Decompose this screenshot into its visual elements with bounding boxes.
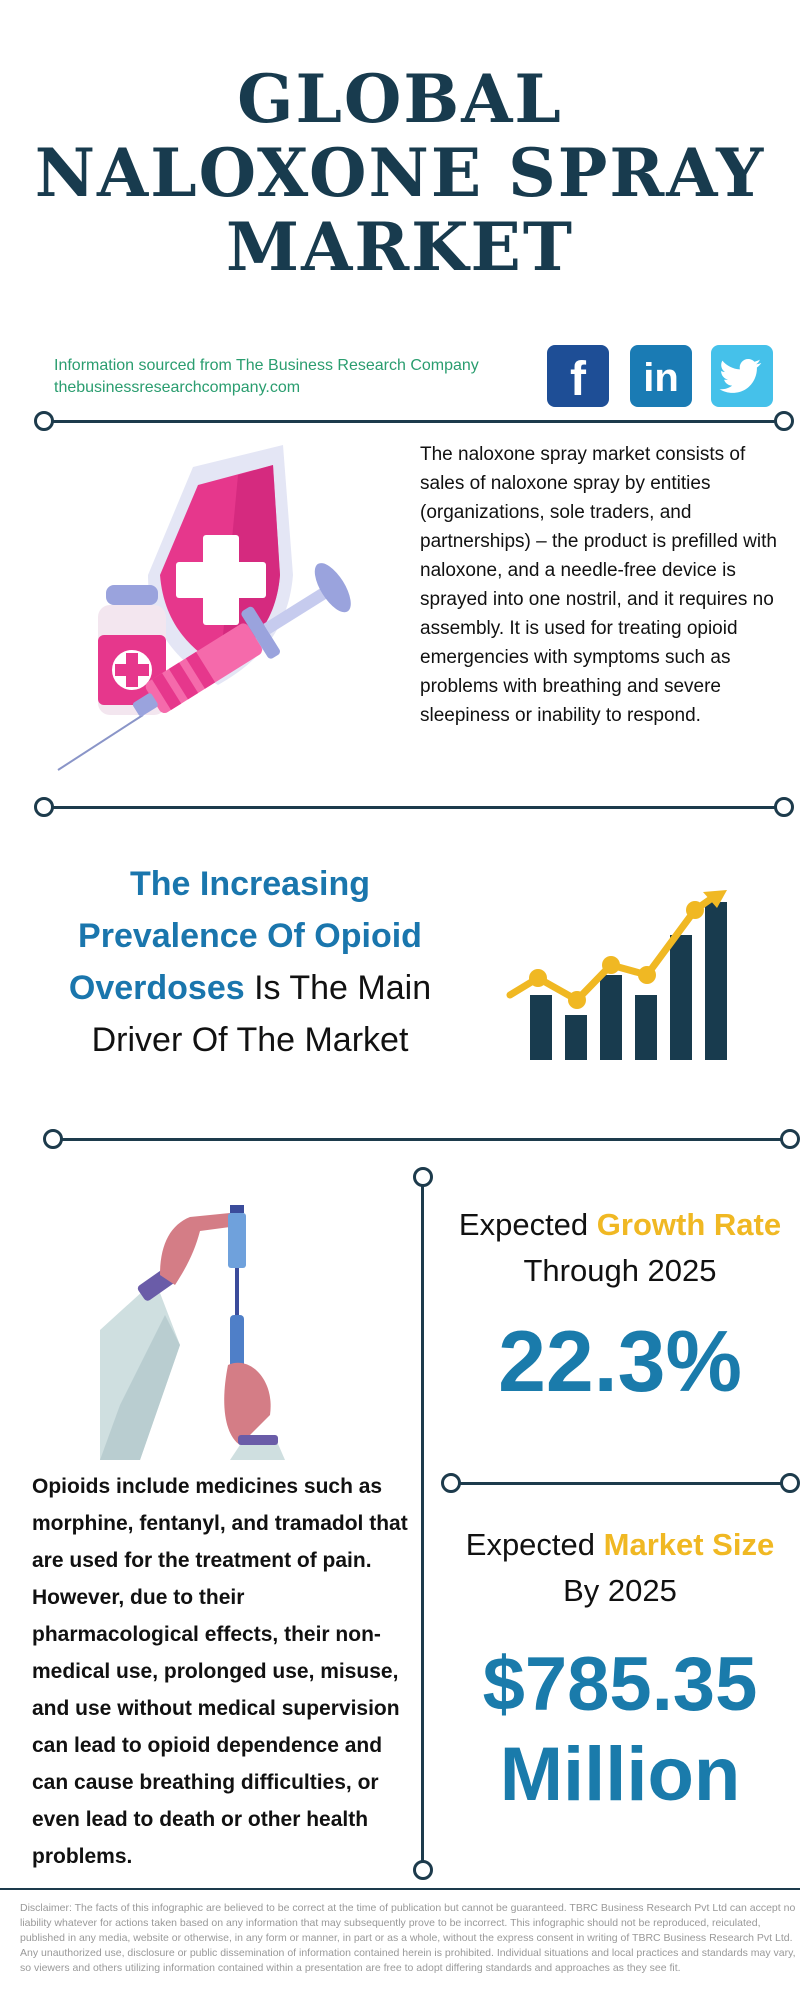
market-size-unit: Million (499, 1732, 741, 1817)
facebook-icon[interactable]: f (547, 345, 609, 407)
opioids-description: Opioids include medicines such as morphi… (32, 1475, 408, 1868)
divider-dot (774, 797, 794, 817)
driver-highlight: The Increasing Prevalence Of Opioid Over… (68, 865, 422, 1007)
divider-dot (34, 797, 54, 817)
growth-prefix: Expected (458, 1207, 597, 1242)
market-driver-statement: The Increasing Prevalence Of Opioid Over… (40, 858, 460, 1066)
divider-dot (43, 1129, 63, 1149)
divider-dot (413, 1167, 433, 1187)
divider (54, 1138, 790, 1141)
market-size-period: By 2025 (563, 1573, 677, 1608)
twitter-icon[interactable] (711, 345, 773, 407)
source-text: Information sourced from The Business Re… (54, 357, 479, 374)
svg-text:in: in (643, 356, 679, 400)
divider (44, 806, 784, 809)
market-size-value: $785.35 Million (440, 1640, 800, 1820)
source-website-link[interactable]: thebusinessresearchcompany.com (54, 379, 301, 396)
medical-shield-illustration (57, 445, 351, 771)
divider-dot (774, 411, 794, 431)
growth-rate-value: 22.3% (498, 1314, 742, 1410)
vertical-divider (421, 1176, 424, 1876)
growth-period: Through 2025 (523, 1253, 717, 1288)
market-size-label: Expected Market Size (440, 1522, 800, 1568)
svg-text:f: f (570, 353, 587, 406)
footer-divider (0, 1888, 800, 1890)
title-line-3: MARKET (226, 208, 574, 286)
divider (44, 420, 784, 423)
market-size-amount: $785.35 (482, 1642, 758, 1727)
divider-dot (780, 1473, 800, 1493)
divider (460, 1482, 790, 1485)
divider-dot (413, 1860, 433, 1880)
disclaimer: Disclaimer: The facts of this infographi… (20, 1902, 796, 1974)
page-title: GLOBAL NALOXONE SPRAY MARKET (0, 62, 800, 284)
title-line-2: NALOXONE SPRAY (34, 134, 766, 212)
growth-rate-label: Expected Growth Rate (440, 1202, 800, 1248)
divider-dot (780, 1129, 800, 1149)
growth-chart-icon (506, 890, 727, 1060)
market-size-highlight: Market Size (603, 1527, 775, 1562)
hand-syringe-illustration (100, 1205, 285, 1460)
source-info: Information sourced from The Business Re… (54, 355, 479, 399)
title-line-1: GLOBAL (237, 60, 563, 138)
linkedin-icon[interactable]: in (630, 345, 692, 407)
growth-highlight: Growth Rate (596, 1207, 782, 1242)
market-description: The naloxone spray market consists of sa… (420, 444, 777, 726)
driver-text: Is The Main Driver Of The Market (91, 969, 432, 1059)
divider-dot (441, 1473, 461, 1493)
market-size-prefix: Expected (465, 1527, 604, 1562)
divider-dot (34, 411, 54, 431)
